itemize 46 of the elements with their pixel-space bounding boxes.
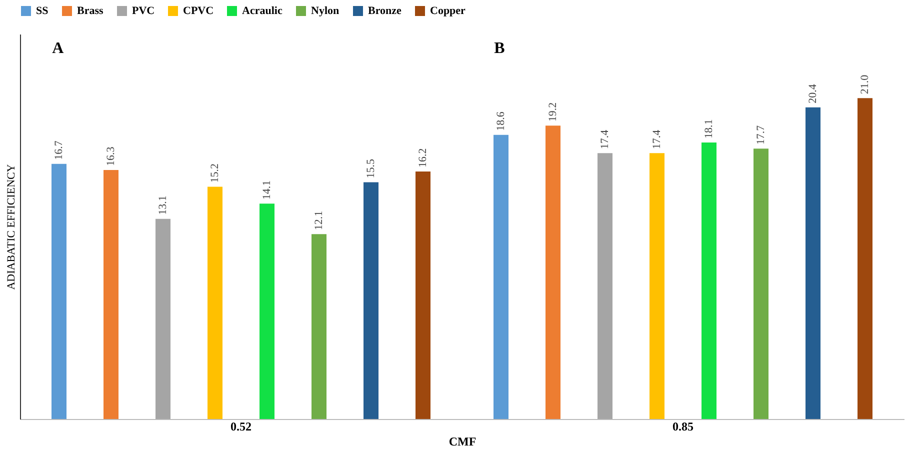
bar — [494, 134, 508, 419]
bar — [208, 186, 222, 419]
data-label: 12.1 — [313, 210, 325, 230]
data-label: 21.0 — [859, 74, 871, 94]
data-label: 13.1 — [157, 196, 169, 215]
data-label: 16.3 — [105, 146, 117, 166]
bar — [416, 172, 430, 419]
data-label: 14.1 — [261, 180, 273, 200]
text: B — [494, 40, 506, 57]
data-label: 17.7 — [755, 124, 767, 145]
bar — [156, 218, 170, 419]
data-label: 15.2 — [209, 164, 221, 183]
legend-label: Acraulic — [242, 5, 282, 17]
data-label: 18.1 — [703, 119, 715, 138]
bar — [52, 164, 66, 419]
legend-label: Bronze — [368, 5, 402, 17]
legend-label: SS — [36, 5, 48, 17]
text: A — [52, 40, 64, 57]
bar — [650, 153, 664, 419]
bar — [546, 126, 560, 419]
legend-label: Nylon — [311, 5, 340, 17]
y-axis-title: ADIABATIC EFFICIENCY — [6, 164, 18, 290]
data-label: 18.6 — [495, 111, 507, 131]
bar — [104, 170, 118, 419]
bar — [702, 142, 716, 419]
bar — [364, 182, 378, 419]
data-label: 15.5 — [365, 158, 377, 178]
bar — [858, 98, 872, 419]
data-label: 17.4 — [651, 129, 663, 150]
data-label: 20.4 — [807, 84, 819, 104]
bar — [754, 148, 768, 419]
bar — [260, 204, 274, 419]
bar — [806, 107, 820, 419]
bar — [598, 153, 612, 419]
legend-label: CPVC — [183, 5, 214, 17]
x-tick-label: 0.85 — [672, 420, 694, 434]
x-tick-label: 0.52 — [230, 420, 252, 434]
data-label: 19.2 — [547, 102, 559, 122]
data-label: 17.4 — [599, 129, 611, 150]
legend-label: Copper — [430, 5, 466, 17]
data-label: 16.7 — [53, 140, 65, 160]
legend-label: Brass — [77, 5, 104, 17]
data-label: 16.2 — [417, 148, 429, 168]
x-axis-title: CMF — [448, 434, 476, 448]
legend-label: PVC — [132, 5, 155, 17]
bar — [312, 234, 326, 419]
